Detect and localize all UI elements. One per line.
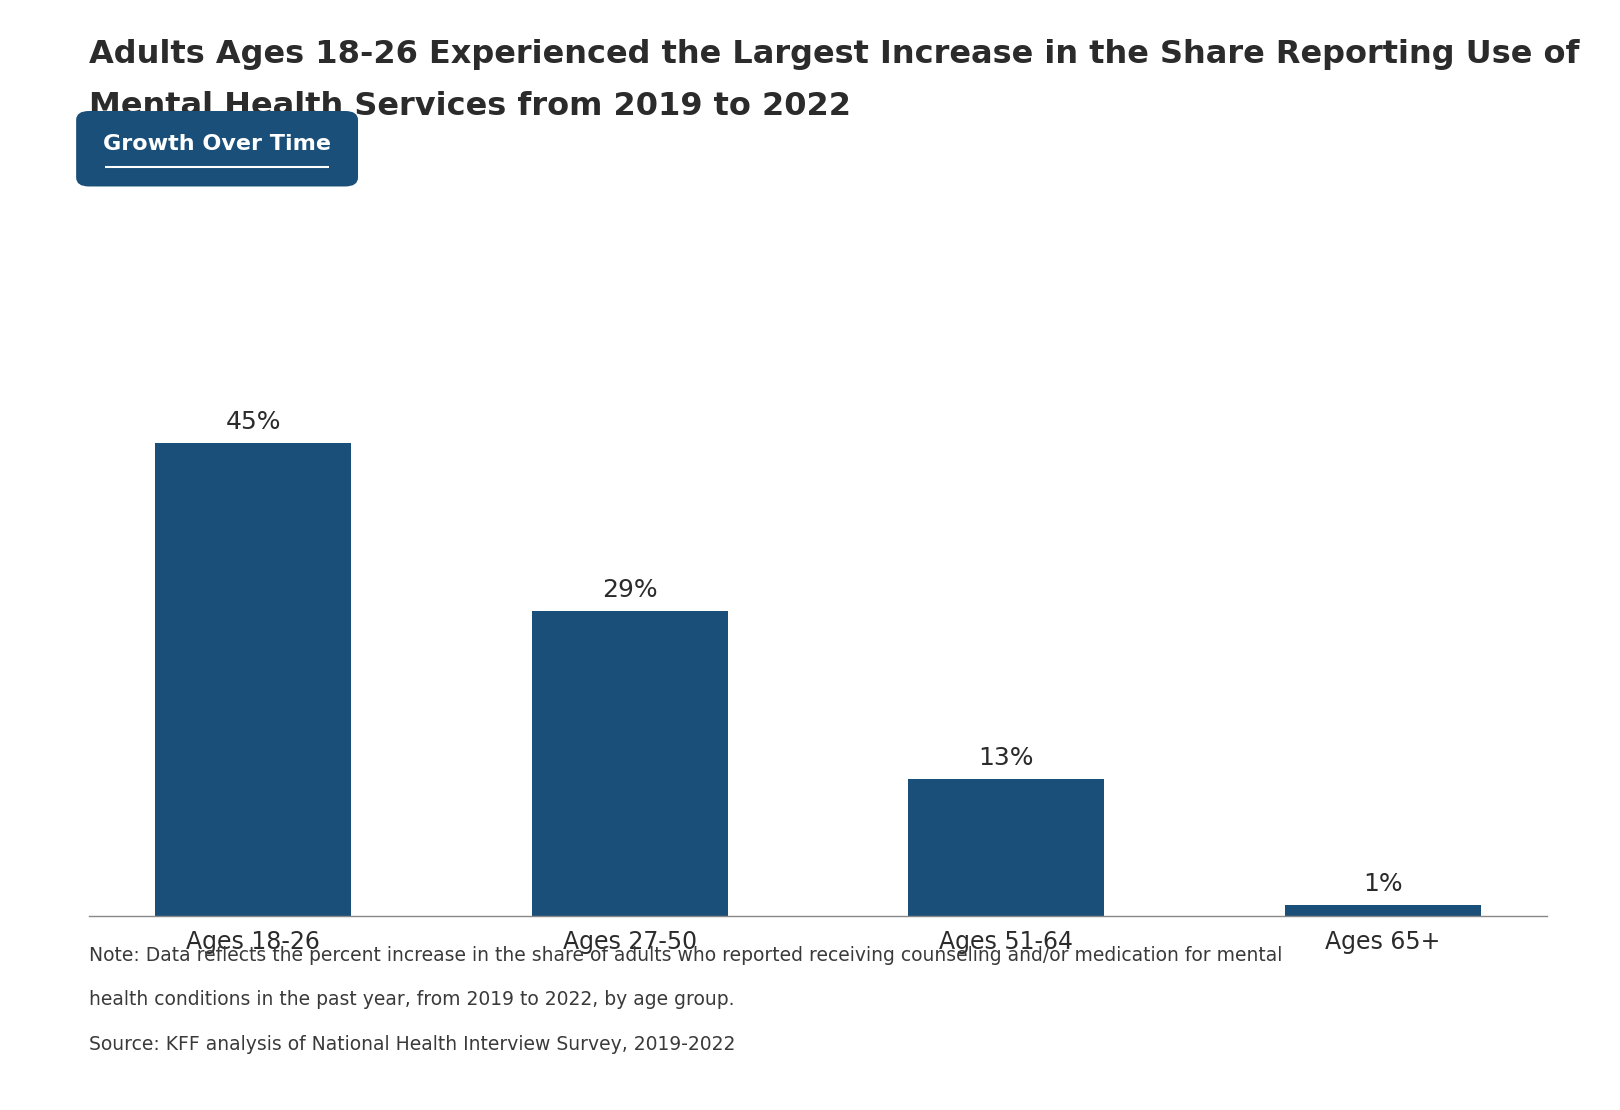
Text: health conditions in the past year, from 2019 to 2022, by age group.: health conditions in the past year, from… bbox=[89, 990, 734, 1009]
Bar bbox=[531, 612, 727, 916]
Text: Mental Health Services from 2019 to 2022: Mental Health Services from 2019 to 2022 bbox=[89, 91, 851, 122]
Text: 29%: 29% bbox=[603, 578, 658, 602]
Text: Adults Ages 18-26 Experienced the Largest Increase in the Share Reporting Use of: Adults Ages 18-26 Experienced the Larges… bbox=[89, 39, 1579, 70]
Text: Source: KFF analysis of National Health Interview Survey, 2019-2022: Source: KFF analysis of National Health … bbox=[89, 1035, 735, 1053]
Text: Note: Data reflects the percent increase in the share of adults who reported rec: Note: Data reflects the percent increase… bbox=[89, 946, 1283, 965]
Text: 1%: 1% bbox=[1362, 871, 1403, 896]
Text: 13%: 13% bbox=[978, 746, 1034, 770]
Bar bbox=[156, 444, 352, 916]
Text: 45%: 45% bbox=[225, 410, 280, 434]
Bar bbox=[909, 779, 1105, 916]
Text: Growth Over Time: Growth Over Time bbox=[104, 134, 330, 154]
Bar bbox=[1285, 906, 1481, 916]
